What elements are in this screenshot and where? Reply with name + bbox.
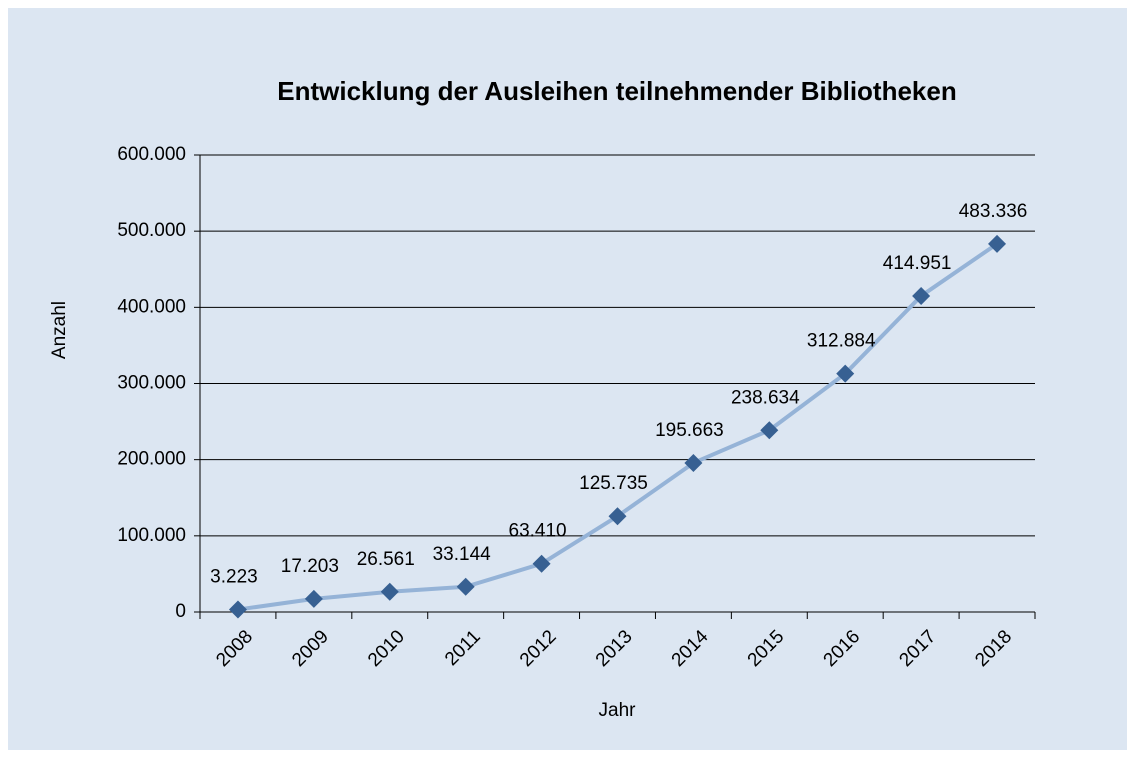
data-point — [532, 554, 551, 573]
y-tick-label: 600.000 — [117, 144, 186, 165]
chart-title: Entwicklung der Ausleihen teilnehmender … — [277, 76, 956, 106]
data-point — [228, 600, 247, 619]
data-point — [380, 582, 399, 601]
data-label: 63.410 — [509, 521, 567, 542]
data-point — [836, 364, 855, 383]
data-point — [988, 234, 1007, 253]
data-label: 238.634 — [731, 387, 800, 408]
x-axis-label: Jahr — [599, 700, 637, 721]
y-axis-label: Anzahl — [49, 301, 70, 359]
data-point — [304, 589, 323, 608]
data-point — [608, 507, 627, 526]
y-tick-label: 400.000 — [117, 296, 186, 317]
data-point — [684, 453, 703, 472]
data-point — [912, 286, 931, 305]
data-label: 195.663 — [655, 420, 724, 441]
y-tick-label: 100.000 — [117, 525, 186, 546]
data-point — [760, 421, 779, 440]
y-tick-label: 0 — [175, 601, 186, 622]
data-label: 125.735 — [579, 473, 648, 494]
y-tick-label: 200.000 — [117, 449, 186, 470]
y-tick-label: 300.000 — [117, 373, 186, 394]
data-label: 483.336 — [959, 201, 1028, 222]
data-label: 26.561 — [357, 549, 415, 570]
data-label: 414.951 — [883, 253, 952, 274]
data-label: 312.884 — [807, 331, 876, 352]
data-label: 33.144 — [433, 544, 492, 565]
data-label: 17.203 — [281, 556, 339, 577]
data-label: 3.223 — [210, 567, 258, 588]
y-tick-label: 500.000 — [117, 220, 186, 241]
data-point — [456, 577, 475, 596]
chart-background — [8, 8, 1127, 750]
